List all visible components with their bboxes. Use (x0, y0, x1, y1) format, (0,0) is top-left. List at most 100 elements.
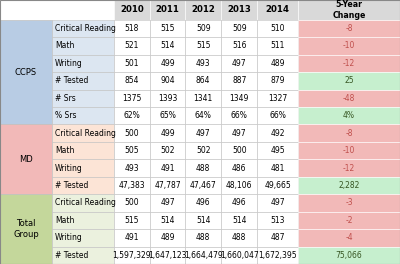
Bar (298, 229, 400, 247)
Text: 2010: 2010 (120, 5, 144, 15)
Text: 48,106: 48,106 (226, 181, 252, 190)
Bar (185, 107, 221, 124)
Bar (150, 37, 185, 55)
Bar (52, 89, 114, 107)
Text: 854: 854 (125, 76, 139, 85)
Text: 486: 486 (232, 164, 246, 173)
Bar (221, 247, 257, 264)
Bar (52, 124, 114, 142)
Bar (150, 20, 185, 37)
Text: -3: -3 (345, 199, 353, 208)
Bar (257, 72, 298, 89)
Bar (185, 159, 221, 177)
Bar (114, 142, 150, 159)
Text: 25: 25 (344, 76, 354, 85)
Bar (221, 72, 257, 89)
Bar (221, 212, 257, 229)
Bar (221, 124, 257, 142)
Text: 1341: 1341 (194, 94, 213, 103)
Bar (298, 72, 400, 89)
Bar (298, 55, 400, 72)
Bar (114, 229, 150, 247)
Bar (114, 20, 150, 37)
Bar (221, 89, 257, 107)
Bar (298, 159, 400, 177)
Text: 47,467: 47,467 (190, 181, 216, 190)
Bar (0, 124, 52, 194)
Text: 493: 493 (125, 164, 139, 173)
Bar (52, 159, 114, 177)
Text: Critical Reading: Critical Reading (55, 24, 116, 33)
Bar (298, 194, 400, 212)
Text: 515: 515 (125, 216, 139, 225)
Text: 488: 488 (196, 164, 210, 173)
Bar (150, 159, 185, 177)
Text: # Tested: # Tested (55, 251, 88, 260)
Text: -8: -8 (345, 129, 353, 138)
Bar (114, 212, 150, 229)
Bar (257, 194, 298, 212)
Text: 499: 499 (160, 59, 175, 68)
Text: 488: 488 (196, 233, 210, 242)
Bar (185, 194, 221, 212)
Bar (150, 124, 185, 142)
Bar (257, 55, 298, 72)
Bar (185, 247, 221, 264)
Bar (221, 177, 257, 194)
Bar (114, 177, 150, 194)
Bar (52, 212, 114, 229)
Text: 497: 497 (232, 129, 246, 138)
Bar (185, 142, 221, 159)
Text: 511: 511 (270, 41, 285, 50)
Text: 2014: 2014 (266, 5, 290, 15)
Bar (221, 55, 257, 72)
Bar (221, 229, 257, 247)
Bar (114, 124, 150, 142)
Bar (150, 229, 185, 247)
Text: 499: 499 (160, 129, 175, 138)
Text: -48: -48 (343, 94, 355, 103)
Bar (150, 89, 185, 107)
Bar (257, 107, 298, 124)
Bar (221, 194, 257, 212)
Text: 489: 489 (270, 59, 285, 68)
Bar (52, 247, 114, 264)
Text: 49,665: 49,665 (264, 181, 291, 190)
Text: 1327: 1327 (268, 94, 287, 103)
Text: 496: 496 (232, 199, 246, 208)
Bar (52, 142, 114, 159)
Text: -10: -10 (343, 146, 355, 155)
Bar (114, 0, 150, 20)
Bar (257, 89, 298, 107)
Text: 887: 887 (232, 76, 246, 85)
Bar (257, 177, 298, 194)
Bar (150, 212, 185, 229)
Text: Writing: Writing (55, 164, 83, 173)
Bar (185, 89, 221, 107)
Text: 500: 500 (232, 146, 246, 155)
Text: 497: 497 (160, 199, 175, 208)
Text: # Srs: # Srs (55, 94, 76, 103)
Text: 1349: 1349 (230, 94, 249, 103)
Bar (257, 247, 298, 264)
Bar (114, 159, 150, 177)
Text: 64%: 64% (195, 111, 212, 120)
Bar (257, 212, 298, 229)
Text: 496: 496 (196, 199, 210, 208)
Text: 509: 509 (232, 24, 246, 33)
Text: 513: 513 (270, 216, 285, 225)
Text: 505: 505 (125, 146, 139, 155)
Bar (298, 142, 400, 159)
Bar (52, 229, 114, 247)
Text: -2: -2 (345, 216, 353, 225)
Bar (52, 0, 114, 20)
Text: Math: Math (55, 146, 74, 155)
Text: 502: 502 (160, 146, 175, 155)
Bar (185, 177, 221, 194)
Text: -10: -10 (343, 41, 355, 50)
Bar (150, 142, 185, 159)
Bar (114, 72, 150, 89)
Bar (150, 247, 185, 264)
Text: 62%: 62% (124, 111, 140, 120)
Text: # Tested: # Tested (55, 181, 88, 190)
